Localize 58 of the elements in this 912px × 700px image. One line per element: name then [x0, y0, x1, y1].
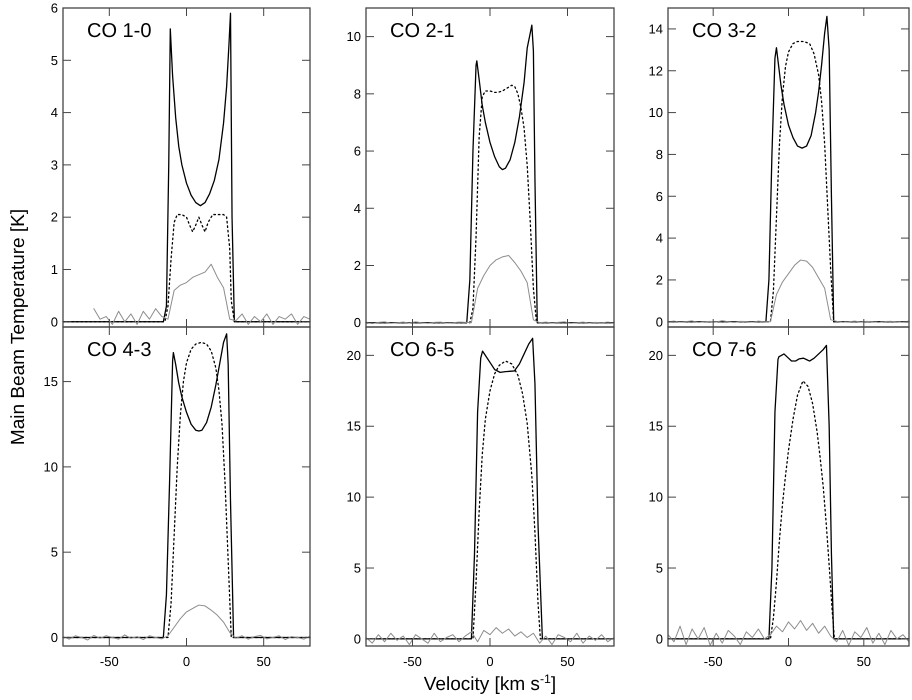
y-tick-label: 14	[648, 21, 663, 36]
y-tick-label: 20	[648, 348, 663, 363]
y-tick-label: 10	[44, 459, 58, 474]
y-tick-label: 20	[346, 348, 361, 363]
text: CO 6-5	[390, 339, 454, 361]
x-tick-label: 0	[486, 654, 494, 669]
y-tick-label: 0	[50, 314, 58, 330]
line-series	[366, 254, 614, 324]
x-tick-label: -50	[403, 654, 422, 669]
y-tick-label: 6	[50, 0, 58, 16]
y-tick-label: 4	[50, 105, 58, 120]
y-axis-title: Main Beam Temperature [K]	[8, 208, 29, 446]
y-tick-label: 0	[656, 631, 663, 646]
x-axis-title: Velocity [km s$^{-1}$]	[424, 672, 556, 695]
y-tick-label: 6	[354, 144, 361, 159]
y-tick-label: 8	[354, 86, 361, 102]
x-tick-label: 50	[560, 654, 575, 669]
y-tick-label: 2	[354, 258, 361, 273]
x-tick-label: -50	[704, 654, 723, 669]
line-series	[668, 260, 910, 323]
y-tick-label: 0	[50, 630, 58, 645]
y-tick-label: 15	[648, 418, 663, 434]
y-tick-label: 4	[656, 230, 663, 246]
text: CO 3-2	[692, 20, 756, 42]
text: CO 1-0	[87, 20, 152, 42]
y-tick-label: 1	[50, 262, 58, 277]
y-tick-label: 10	[648, 490, 663, 505]
x-tick-label: 0	[182, 654, 190, 669]
y-tick-label: 10	[346, 490, 361, 505]
line-series	[668, 620, 910, 646]
y-tick-label: 3	[50, 157, 58, 172]
y-tick-label: 10	[648, 105, 663, 120]
y-tick-label: 12	[648, 63, 663, 78]
y-tick-label: 5	[50, 544, 58, 560]
line-series	[93, 264, 310, 325]
y-tick-label: 15	[44, 374, 58, 390]
y-tick-label: 5	[656, 560, 663, 576]
y-tick-label: 5	[354, 560, 361, 576]
y-tick-label: 8	[656, 146, 663, 162]
y-tick-label: 2	[656, 272, 663, 288]
y-tick-label: 5	[50, 52, 58, 68]
x-tick-label: 50	[256, 654, 271, 669]
text: CO 7-6	[692, 339, 756, 361]
y-tick-label: 0	[354, 315, 361, 330]
text: CO 2-1	[390, 20, 454, 42]
y-tick-label: 15	[346, 418, 361, 434]
x-tick-label: 0	[784, 654, 792, 669]
line-series	[366, 627, 614, 646]
text: CO 4-3	[87, 339, 152, 361]
y-tick-label: 0	[354, 631, 361, 646]
y-tick-label: 6	[656, 188, 663, 204]
line-series	[62, 604, 310, 641]
x-tick-label: -50	[100, 654, 119, 669]
x-tick-label: 50	[856, 654, 872, 669]
y-tick-label: 0	[656, 314, 663, 330]
y-tick-label: 4	[354, 200, 361, 216]
y-tick-label: 2	[50, 210, 58, 225]
y-tick-label: 10	[346, 29, 361, 44]
